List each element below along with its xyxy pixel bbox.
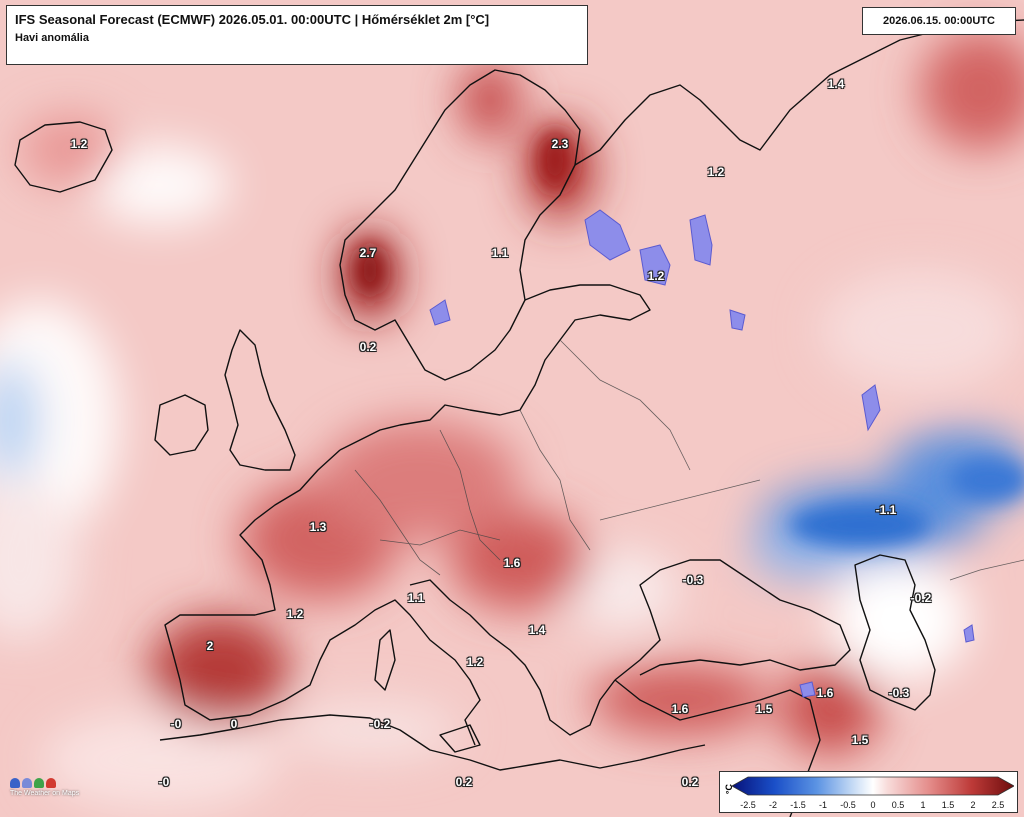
anomaly-value-label: -1.1 (875, 503, 897, 517)
anomaly-value-label: -0 (158, 775, 170, 789)
title-box: IFS Seasonal Forecast (ECMWF) 2026.05.01… (6, 5, 588, 65)
logo-mark-icon (10, 778, 20, 788)
anomaly-value-label: -0.2 (369, 717, 391, 731)
anomaly-value-label: 1.5 (851, 733, 869, 747)
logo-mark-icon (46, 778, 56, 788)
anomaly-value-label: 1.5 (755, 702, 773, 716)
anomaly-value-label: 1.3 (309, 520, 327, 534)
logo-text: The Weather on Maps (10, 790, 80, 797)
legend-tick-label: -1 (818, 800, 828, 810)
anomaly-value-label: 2.7 (359, 246, 377, 260)
anomaly-value-label: 1.2 (286, 607, 304, 621)
anomaly-value-label: 2.3 (551, 137, 569, 151)
legend-tick-label: -2 (768, 800, 778, 810)
anomaly-value-label: 1.2 (707, 165, 725, 179)
legend-tick-label: -0.5 (840, 800, 856, 810)
legend-tick-label: 2.5 (991, 800, 1005, 810)
legend-tick-label: 2 (970, 800, 976, 810)
legend-tick-label: -2.5 (740, 800, 756, 810)
anomaly-value-label: 0 (230, 717, 238, 731)
legend-tick-label: 0 (870, 800, 876, 810)
legend-tick-label: 1.5 (941, 800, 955, 810)
anomaly-value-label: 0.2 (455, 775, 473, 789)
anomaly-value-label: 1.2 (466, 655, 484, 669)
anomaly-value-label: 1.6 (816, 686, 834, 700)
logo: The Weather on Maps (10, 778, 110, 808)
valid-date-box: 2026.06.15. 00:00UTC (862, 7, 1016, 35)
anomaly-value-label: 1.6 (503, 556, 521, 570)
anomaly-value-label: 1.2 (647, 269, 665, 283)
logo-mark-icon (34, 778, 44, 788)
legend-tick-label: 1 (920, 800, 926, 810)
anomaly-value-label: 1.1 (407, 591, 425, 605)
legend-colorbar (732, 776, 1014, 796)
logo-mark-icon (22, 778, 32, 788)
anomaly-value-label: 0.2 (681, 775, 699, 789)
map-title: IFS Seasonal Forecast (ECMWF) 2026.05.01… (15, 12, 490, 27)
anomaly-value-label: 1.1 (491, 246, 509, 260)
map-subtitle: Havi anomália (15, 32, 89, 44)
anomaly-value-label: 2 (206, 639, 214, 653)
anomaly-value-label: -0.2 (910, 591, 932, 605)
anomaly-value-label: 1.6 (671, 702, 689, 716)
anomaly-value-label: 1.2 (70, 137, 88, 151)
anomaly-value-label: -0.3 (682, 573, 704, 587)
anomaly-value-label: 0.2 (359, 340, 377, 354)
legend-tick-label: -1.5 (790, 800, 806, 810)
color-legend: °C -2.5 -2 -1.5 -1 -0.5 0 0.5 1 1.5 2 2.5 (719, 771, 1018, 813)
anomaly-value-label: -0.3 (888, 686, 910, 700)
anomaly-value-label: 1.4 (528, 623, 546, 637)
anomaly-value-label: 1.4 (827, 77, 845, 91)
legend-tick-label: 0.5 (891, 800, 905, 810)
anomaly-value-label: -0 (170, 717, 182, 731)
